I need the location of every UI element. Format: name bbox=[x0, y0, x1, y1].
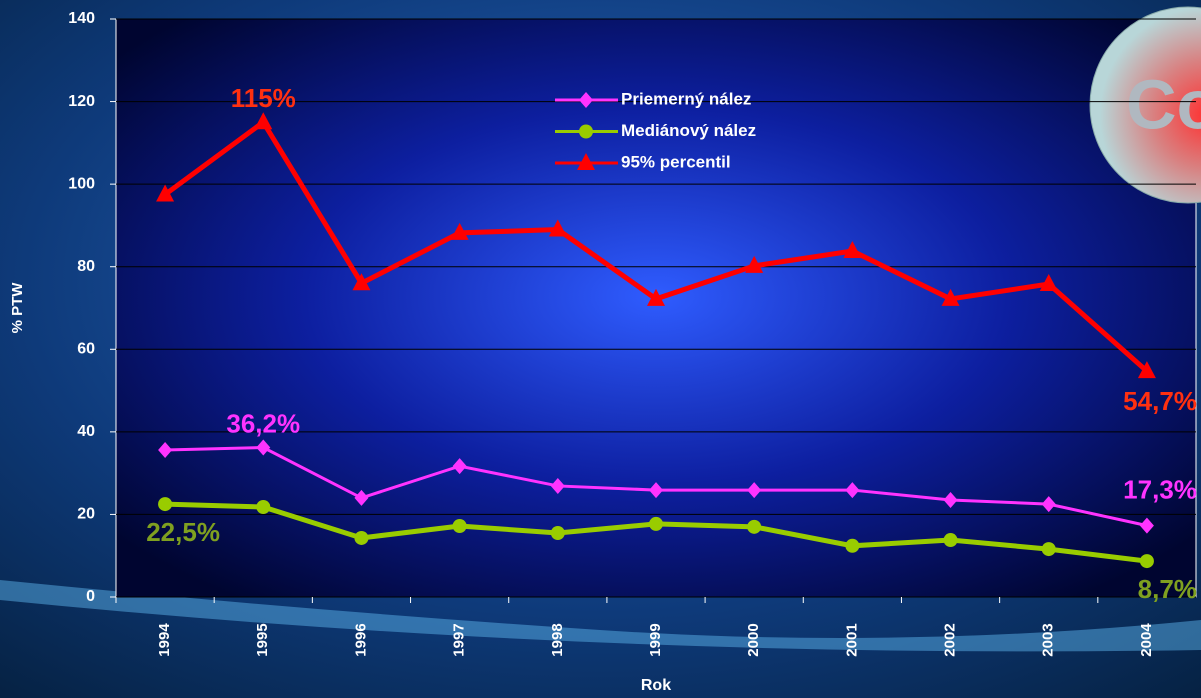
data-point bbox=[943, 491, 958, 508]
y-tick-label: 80 bbox=[77, 258, 95, 275]
data-point bbox=[256, 439, 271, 456]
data-point bbox=[452, 458, 467, 475]
x-tick-label: 1995 bbox=[254, 623, 271, 656]
data-point bbox=[747, 519, 762, 534]
y-tick-label: 120 bbox=[68, 93, 95, 110]
data-point bbox=[158, 497, 173, 512]
legend-marker bbox=[579, 124, 593, 139]
legend-marker bbox=[579, 92, 593, 108]
x-tick-label: 1994 bbox=[156, 623, 173, 657]
x-tick-label: 1998 bbox=[549, 623, 566, 656]
x-tick-label: 1999 bbox=[647, 623, 664, 656]
data-point bbox=[1137, 361, 1156, 379]
data-label: 54,7% bbox=[1123, 386, 1197, 416]
data-point bbox=[943, 533, 958, 548]
x-tick-label: 1996 bbox=[352, 623, 369, 656]
data-point bbox=[649, 482, 663, 499]
data-point bbox=[941, 288, 960, 306]
y-tick-label: 40 bbox=[77, 423, 95, 440]
x-tick-label: 2004 bbox=[1138, 623, 1155, 657]
x-tick-label: 2002 bbox=[942, 623, 959, 656]
data-point bbox=[156, 184, 175, 202]
data-point bbox=[1041, 542, 1056, 557]
data-label: 115% bbox=[231, 83, 296, 113]
x-tick-label: 2000 bbox=[745, 623, 762, 656]
data-point bbox=[158, 442, 173, 459]
data-point bbox=[450, 222, 469, 240]
x-tick-label: 2003 bbox=[1040, 623, 1057, 656]
data-point bbox=[354, 489, 369, 506]
x-tick-label: 2001 bbox=[843, 623, 860, 656]
data-point bbox=[845, 538, 860, 553]
data-point bbox=[550, 526, 565, 541]
y-tick-label: 0 bbox=[86, 588, 95, 605]
data-point bbox=[254, 112, 273, 130]
data-point bbox=[745, 255, 764, 273]
legend-marker bbox=[577, 153, 595, 170]
legend-label: Mediánový nález bbox=[621, 121, 756, 140]
y-axis-label: % PTW bbox=[9, 282, 26, 334]
data-point bbox=[845, 482, 860, 499]
data-point bbox=[452, 518, 467, 533]
data-point bbox=[1139, 554, 1154, 569]
data-point bbox=[747, 482, 762, 499]
data-point bbox=[843, 241, 862, 259]
data-point bbox=[1041, 496, 1056, 513]
y-tick-label: 140 bbox=[68, 10, 95, 27]
data-label: 8,7% bbox=[1138, 574, 1197, 604]
data-point bbox=[256, 499, 271, 514]
y-tick-label: 100 bbox=[68, 175, 95, 192]
y-tick-label: 20 bbox=[77, 506, 95, 523]
data-point bbox=[1139, 517, 1154, 534]
data-label: 22,5% bbox=[146, 517, 220, 547]
data-point bbox=[649, 516, 663, 531]
legend-label: 95% percentil bbox=[621, 152, 731, 171]
data-point bbox=[550, 477, 565, 494]
legend-label: Priemerný nález bbox=[621, 89, 751, 108]
data-point bbox=[548, 219, 567, 237]
x-axis-label: Rok bbox=[641, 677, 671, 694]
data-label: 36,2% bbox=[226, 408, 300, 438]
data-point bbox=[354, 530, 369, 545]
plot-area bbox=[115, 18, 1197, 598]
x-tick-label: 1997 bbox=[451, 623, 468, 656]
data-point bbox=[647, 288, 665, 306]
logo-text: Co bbox=[1126, 65, 1201, 143]
decor-wave bbox=[0, 580, 1201, 652]
data-point bbox=[1039, 274, 1058, 292]
data-point bbox=[352, 273, 371, 291]
logo bbox=[1089, 6, 1201, 204]
data-label: 17,3% bbox=[1123, 474, 1197, 504]
y-tick-label: 60 bbox=[77, 341, 95, 358]
